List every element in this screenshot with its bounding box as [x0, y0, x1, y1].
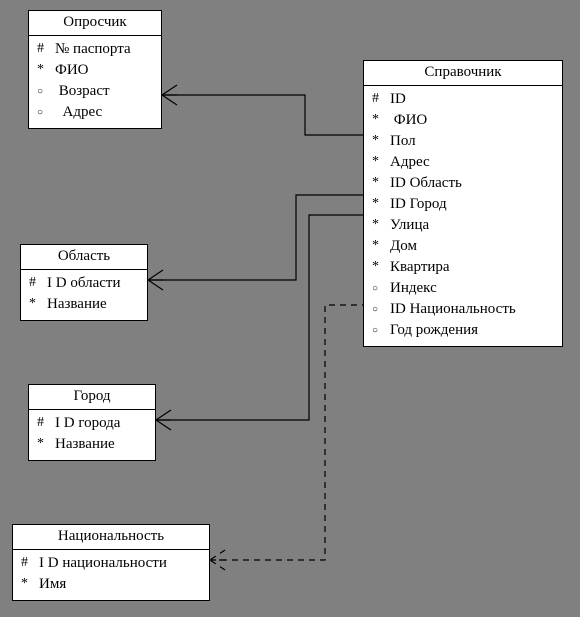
attr-symbol-required: * [21, 574, 39, 594]
edge-path [148, 195, 363, 280]
attr-row: ○ Возраст [37, 81, 155, 102]
crowfoot [162, 85, 177, 105]
attr-row: *Квартира [372, 257, 556, 278]
entity-attrs: #I D национальности *Имя [13, 550, 209, 600]
attr-row: *Улица [372, 215, 556, 236]
edge-path [210, 305, 363, 560]
attr-row: *ID Город [372, 194, 556, 215]
edge-nationality-directory [210, 305, 363, 570]
entity-attrs: #I D города *Название [29, 410, 155, 460]
attr-label: ФИО [390, 110, 556, 131]
attr-symbol-pk: # [21, 553, 39, 573]
attr-symbol-optional: ○ [372, 299, 390, 317]
attr-symbol-optional: ○ [37, 81, 55, 99]
attr-symbol-pk: # [37, 39, 55, 59]
attr-label: I D национальности [39, 553, 203, 574]
attr-symbol-optional: ○ [372, 320, 390, 338]
attr-label: Адрес [390, 152, 556, 173]
edge-path [156, 215, 363, 420]
attr-label: ФИО [55, 60, 155, 81]
attr-symbol-required: * [372, 110, 390, 130]
attr-label: Возраст [55, 81, 155, 102]
attr-row: ○ Адрес [37, 102, 155, 123]
attr-row: *Пол [372, 131, 556, 152]
entity-city: Город #I D города *Название [28, 384, 156, 461]
attr-row: * ФИО [37, 60, 155, 81]
attr-label: Имя [39, 574, 203, 595]
attr-row: #I D области [29, 273, 141, 294]
entity-title: Национальность [13, 525, 209, 550]
attr-label: ID Город [390, 194, 556, 215]
attr-row: * ФИО [372, 110, 556, 131]
edge-city-directory [156, 215, 363, 430]
attr-symbol-required: * [37, 60, 55, 80]
entity-attrs: #I D области *Название [21, 270, 147, 320]
attr-symbol-required: * [372, 257, 390, 277]
attr-row: *Название [29, 294, 141, 315]
attr-label: ID [390, 89, 556, 110]
entity-title: Область [21, 245, 147, 270]
attr-symbol-required: * [372, 236, 390, 256]
edge-path [162, 95, 363, 135]
attr-row: #I D города [37, 413, 149, 434]
attr-row: #ID [372, 89, 556, 110]
attr-symbol-required: * [372, 194, 390, 214]
attr-row: *Дом [372, 236, 556, 257]
edge-interviewer-directory [162, 85, 363, 135]
entity-interviewer: Опросчик # № паспорта * ФИО ○ Возраст ○ … [28, 10, 162, 129]
entity-title: Город [29, 385, 155, 410]
attr-label: I D города [55, 413, 149, 434]
crowfoot [156, 410, 171, 430]
attr-row: ○Индекс [372, 278, 556, 299]
edge-region-directory [148, 195, 363, 290]
attr-row: *Адрес [372, 152, 556, 173]
attr-symbol-required: * [37, 434, 55, 454]
attr-symbol-required: * [372, 131, 390, 151]
attr-label: Год рождения [390, 320, 556, 341]
attr-label: Улица [390, 215, 556, 236]
attr-row: # № паспорта [37, 39, 155, 60]
crowfoot [210, 550, 225, 570]
attr-label: № паспорта [55, 39, 155, 60]
attr-symbol-required: * [29, 294, 47, 314]
attr-row: *Имя [21, 574, 203, 595]
attr-symbol-optional: ○ [372, 278, 390, 296]
entity-attrs: #ID * ФИО *Пол *Адрес *ID Область *ID Го… [364, 86, 562, 346]
attr-label: Пол [390, 131, 556, 152]
attr-symbol-pk: # [29, 273, 47, 293]
attr-symbol-required: * [372, 152, 390, 172]
crowfoot [148, 270, 163, 290]
attr-label: Квартира [390, 257, 556, 278]
attr-label: ID Национальность [390, 299, 556, 320]
attr-symbol-pk: # [372, 89, 390, 109]
entity-title: Справочник [364, 61, 562, 86]
entity-attrs: # № паспорта * ФИО ○ Возраст ○ Адрес [29, 36, 161, 128]
attr-label: Адрес [55, 102, 155, 123]
attr-row: ○Год рождения [372, 320, 556, 341]
attr-label: Название [55, 434, 149, 455]
attr-symbol-optional: ○ [37, 102, 55, 120]
attr-symbol-pk: # [37, 413, 55, 433]
attr-label: Индекс [390, 278, 556, 299]
entity-nationality: Национальность #I D национальности *Имя [12, 524, 210, 601]
entity-title: Опросчик [29, 11, 161, 36]
entity-directory: Справочник #ID * ФИО *Пол *Адрес *ID Обл… [363, 60, 563, 347]
attr-row: ○ID Национальность [372, 299, 556, 320]
attr-symbol-required: * [372, 215, 390, 235]
attr-label: Дом [390, 236, 556, 257]
attr-row: *Название [37, 434, 149, 455]
attr-row: #I D национальности [21, 553, 203, 574]
attr-label: ID Область [390, 173, 556, 194]
attr-label: I D области [47, 273, 141, 294]
attr-row: *ID Область [372, 173, 556, 194]
attr-symbol-required: * [372, 173, 390, 193]
attr-label: Название [47, 294, 141, 315]
entity-region: Область #I D области *Название [20, 244, 148, 321]
